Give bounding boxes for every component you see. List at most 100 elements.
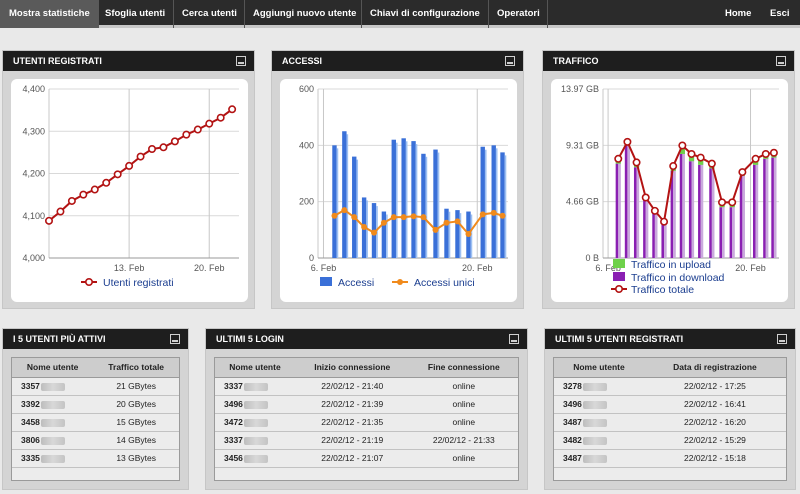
- y-tick-label: 0: [309, 253, 314, 263]
- bar-accessi: [480, 146, 485, 258]
- table-cell: 3337: [215, 431, 295, 450]
- username-prefix: 3496: [563, 399, 582, 409]
- nav-aggiungi-utente[interactable]: Aggiungi nuovo utente: [253, 8, 357, 19]
- bar-accessi-shade: [376, 206, 378, 258]
- username-prefix: 3357: [21, 381, 40, 391]
- nav-chiavi-configurazione[interactable]: Chiavi di configurazione: [370, 8, 480, 19]
- table-row[interactable]: 3392 20 GBytes: [12, 395, 179, 414]
- redacted-username: [243, 418, 268, 427]
- y-tick-label: 200: [299, 197, 314, 207]
- bar-traffico-download: [670, 170, 674, 258]
- bar-accessi-shade: [336, 148, 339, 258]
- legend-label-utenti-registrati: Utenti registrati: [103, 277, 174, 289]
- table-row[interactable]: 3278 22/02/12 - 17:25: [554, 377, 786, 396]
- bar-accessi: [491, 145, 496, 258]
- table-row[interactable]: 3337 22/02/12 - 21:19 22/02/12 - 21:33: [215, 431, 518, 450]
- panel-header: ACCESSI: [272, 51, 523, 71]
- bar-traffico-download: [615, 163, 619, 258]
- table-cell: 3357: [12, 377, 94, 396]
- table-cell: 21 GBytes: [93, 377, 179, 396]
- table-cell: 3335: [12, 449, 94, 468]
- table-cell: 22/02/12 - 21:40: [294, 377, 410, 396]
- bar-traffico-download-shade: [627, 139, 631, 258]
- table-row[interactable]: 3487 22/02/12 - 15:18: [554, 449, 786, 468]
- legend-label-accessi-unici: Accessi unici: [414, 277, 475, 289]
- bar-traffico-download-shade: [654, 209, 658, 258]
- table-row[interactable]: 3487 22/02/12 - 16:20: [554, 413, 786, 432]
- column-header[interactable]: Data di registrazione: [643, 358, 786, 378]
- panel-title: ULTIMI 5 UTENTI REGISTRATI: [555, 334, 684, 344]
- column-header[interactable]: Nome utente: [215, 358, 295, 378]
- table-cell: 3806: [12, 431, 94, 450]
- table-row[interactable]: 3357 21 GBytes: [12, 377, 179, 396]
- table-cell: 22/02/12 - 21:07: [294, 449, 410, 468]
- nav-mostra-statistiche[interactable]: Mostra statistiche: [0, 0, 99, 28]
- minimize-icon[interactable]: [776, 56, 786, 66]
- table-row[interactable]: 3458 15 GBytes: [12, 413, 179, 432]
- data-point-accessi-unici: [499, 212, 506, 219]
- table-row[interactable]: 3337 22/02/12 - 21:40 online: [215, 377, 518, 396]
- bar-traffico-download-shade: [732, 203, 735, 258]
- column-header[interactable]: Traffico totale: [93, 358, 179, 378]
- bar-accessi: [381, 211, 387, 258]
- column-header[interactable]: Nome utente: [554, 358, 644, 378]
- table-row[interactable]: 3496 22/02/12 - 21:39 online: [215, 395, 518, 414]
- table-row[interactable]: 3482 22/02/12 - 15:29: [554, 431, 786, 450]
- panel-most-active-users: I 5 UTENTI PIÙ ATTIVI Nome utente Traffic…: [2, 328, 189, 490]
- y-tick-label: 400: [299, 140, 314, 150]
- bar-traffico-download: [624, 145, 628, 258]
- y-tick-label: 4,300: [22, 126, 45, 136]
- table-cell: 3337: [215, 377, 295, 396]
- minimize-icon[interactable]: [505, 56, 515, 66]
- data-point-utenti-registrati: [159, 143, 168, 152]
- legend-marker-traffico-totale: [615, 285, 624, 294]
- nav-sfoglia-utenti[interactable]: Sfoglia utenti: [105, 8, 166, 19]
- y-tick-label: 9.31 GB: [566, 140, 599, 150]
- bar-accessi-shade: [425, 156, 428, 258]
- username-prefix: 3456: [224, 453, 243, 463]
- panel-registered-users: UTENTI REGISTRATI 4,400 4,300 4,200 4,100 4,…: [2, 50, 255, 309]
- username-prefix: 3335: [21, 453, 40, 463]
- data-point-accessi-unici: [443, 219, 450, 226]
- table-cell: 22/02/12 - 21:19: [294, 431, 410, 450]
- data-point-accessi-unici: [331, 212, 338, 219]
- bar-traffico-download: [633, 167, 637, 258]
- table-row[interactable]: 3456 22/02/12 - 21:07 online: [215, 449, 518, 468]
- bar-traffico-download: [719, 207, 723, 258]
- table-row[interactable]: 3806 14 GBytes: [12, 431, 179, 450]
- bar-accessi: [342, 131, 347, 258]
- data-point-traffico-totale: [632, 158, 641, 167]
- minimize-icon[interactable]: [777, 334, 787, 344]
- bar-traffico-download: [679, 153, 683, 258]
- y-tick-label: 4,000: [22, 253, 45, 263]
- table-most-active-users: Nome utente Traffico totale 3357 21 GBytes 3…: [11, 357, 180, 481]
- table-row[interactable]: 3472 22/02/12 - 21:35 online: [215, 413, 518, 432]
- minimize-icon[interactable]: [509, 334, 519, 344]
- series-line-utenti-registrati: [48, 108, 233, 222]
- data-point-accessi-unici: [341, 207, 348, 214]
- bar-accessi-shade: [495, 148, 498, 258]
- nav-home[interactable]: Home: [725, 8, 752, 19]
- table-row[interactable]: 3496 22/02/12 - 16:41: [554, 395, 786, 414]
- username-prefix: 3806: [21, 435, 40, 445]
- nav-esci[interactable]: Esci: [770, 8, 790, 19]
- data-point-accessi-unici: [410, 213, 417, 220]
- x-tick-label: 20. Feb: [735, 263, 766, 273]
- x-tick-label: 6. Feb: [311, 263, 337, 273]
- table-cell: 3392: [12, 395, 94, 414]
- nav-operatori[interactable]: Operatori: [497, 8, 540, 19]
- column-header[interactable]: Fine connessione: [409, 358, 518, 378]
- data-point-utenti-registrati: [56, 207, 65, 216]
- redacted-username: [40, 418, 65, 427]
- table-row[interactable]: 3335 13 GBytes: [12, 449, 179, 468]
- column-header[interactable]: Nome utente: [12, 358, 94, 378]
- column-header[interactable]: Inizio connessione: [294, 358, 410, 378]
- y-tick-label: 4,400: [22, 84, 45, 94]
- data-point-accessi-unici: [420, 214, 427, 221]
- nav-cerca-utenti[interactable]: Cerca utenti: [182, 8, 237, 19]
- minimize-icon[interactable]: [170, 334, 180, 344]
- data-point-accessi-unici: [490, 209, 497, 216]
- panel-title: ULTIMI 5 LOGIN: [216, 334, 284, 344]
- minimize-icon[interactable]: [236, 56, 246, 66]
- panel-title: ACCESSI: [282, 56, 323, 66]
